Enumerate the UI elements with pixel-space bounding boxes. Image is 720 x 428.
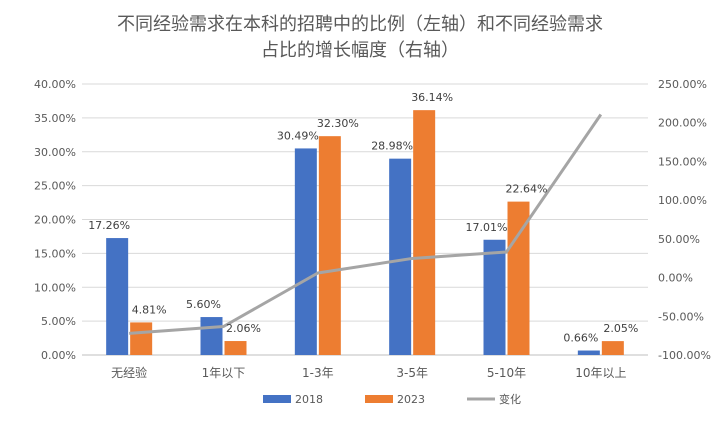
left-axis: 0.00% 5.00% 10.00% 15.00% 20.00% 25.00% 30.00%… bbox=[34, 78, 76, 362]
bar-2018-0 bbox=[106, 238, 128, 355]
right-tick-label: 250.00% bbox=[658, 78, 707, 91]
right-tick-label: -100.00% bbox=[658, 349, 711, 362]
bar-2018-3 bbox=[389, 159, 411, 355]
left-tick-label: 5.00% bbox=[41, 315, 76, 328]
legend-label: 2018 bbox=[295, 393, 323, 406]
data-label: 36.14% bbox=[411, 91, 453, 104]
left-tick-label: 10.00% bbox=[34, 281, 76, 294]
data-label: 30.49% bbox=[277, 129, 319, 142]
category-label: 5-10年 bbox=[487, 366, 526, 380]
legend-label: 变化 bbox=[499, 392, 521, 406]
category-label: 1-3年 bbox=[302, 366, 334, 380]
left-tick-label: 20.00% bbox=[34, 214, 76, 227]
bars bbox=[106, 110, 624, 355]
data-label: 5.60% bbox=[186, 298, 221, 311]
chart-title-line1: 不同经验需求在本科的招聘中的比例（左轴）和不同经验需求 bbox=[117, 14, 603, 35]
left-tick-label: 35.00% bbox=[34, 112, 76, 125]
data-label: 22.64% bbox=[506, 183, 548, 196]
gridlines bbox=[82, 84, 648, 355]
data-label: 28.98% bbox=[371, 140, 413, 153]
bar-2023-1 bbox=[225, 341, 247, 355]
left-tick-label: 25.00% bbox=[34, 180, 76, 193]
legend-swatch bbox=[365, 395, 393, 403]
left-tick-label: 30.00% bbox=[34, 146, 76, 159]
category-label: 无经验 bbox=[111, 365, 147, 380]
right-tick-label: 0.00% bbox=[658, 272, 693, 285]
bar-2018-1 bbox=[201, 317, 223, 355]
data-label: 32.30% bbox=[317, 117, 359, 130]
data-label: 17.01% bbox=[466, 221, 508, 234]
bar-2023-3 bbox=[413, 110, 435, 355]
data-label: 4.81% bbox=[132, 303, 167, 316]
data-labels: 17.26% 4.81% 5.60% 2.06% 30.49%32.30% 28.98% 3… bbox=[88, 91, 638, 344]
right-axis: -100.00% -50.00% 0.00% 50.00% 100.00% 150.00%… bbox=[658, 78, 711, 362]
bar-2023-2 bbox=[319, 136, 341, 355]
bar-2018-5 bbox=[578, 351, 600, 355]
category-label: 1年以下 bbox=[202, 366, 246, 380]
bar-2018-2 bbox=[295, 148, 317, 355]
data-label: 17.26% bbox=[88, 219, 130, 232]
category-label: 10年以上 bbox=[575, 366, 626, 380]
bar-2023-5 bbox=[602, 341, 624, 355]
right-tick-label: 150.00% bbox=[658, 155, 707, 168]
legend-label: 2023 bbox=[397, 393, 425, 406]
left-tick-label: 15.00% bbox=[34, 247, 76, 260]
left-tick-label: 0.00% bbox=[41, 349, 76, 362]
category-axis: 无经验 1年以下 1-3年 3-5年 5-10年 10年以上 bbox=[111, 365, 626, 380]
right-tick-label: 200.00% bbox=[658, 117, 707, 130]
right-tick-label: -50.00% bbox=[658, 310, 704, 323]
category-label: 3-5年 bbox=[396, 366, 428, 380]
legend-swatch bbox=[263, 395, 291, 403]
bar-2023-0 bbox=[130, 322, 152, 355]
data-label: 2.05% bbox=[603, 322, 638, 335]
left-tick-label: 40.00% bbox=[34, 78, 76, 91]
right-tick-label: 50.00% bbox=[658, 233, 700, 246]
data-label: 0.66% bbox=[563, 332, 598, 345]
legend: 2018 2023 变化 bbox=[263, 392, 521, 406]
bar-2018-4 bbox=[484, 240, 506, 355]
chart-title-line2: 占比的增长幅度（右轴） bbox=[261, 40, 459, 61]
data-label: 2.06% bbox=[226, 322, 261, 335]
right-tick-label: 100.00% bbox=[658, 194, 707, 207]
